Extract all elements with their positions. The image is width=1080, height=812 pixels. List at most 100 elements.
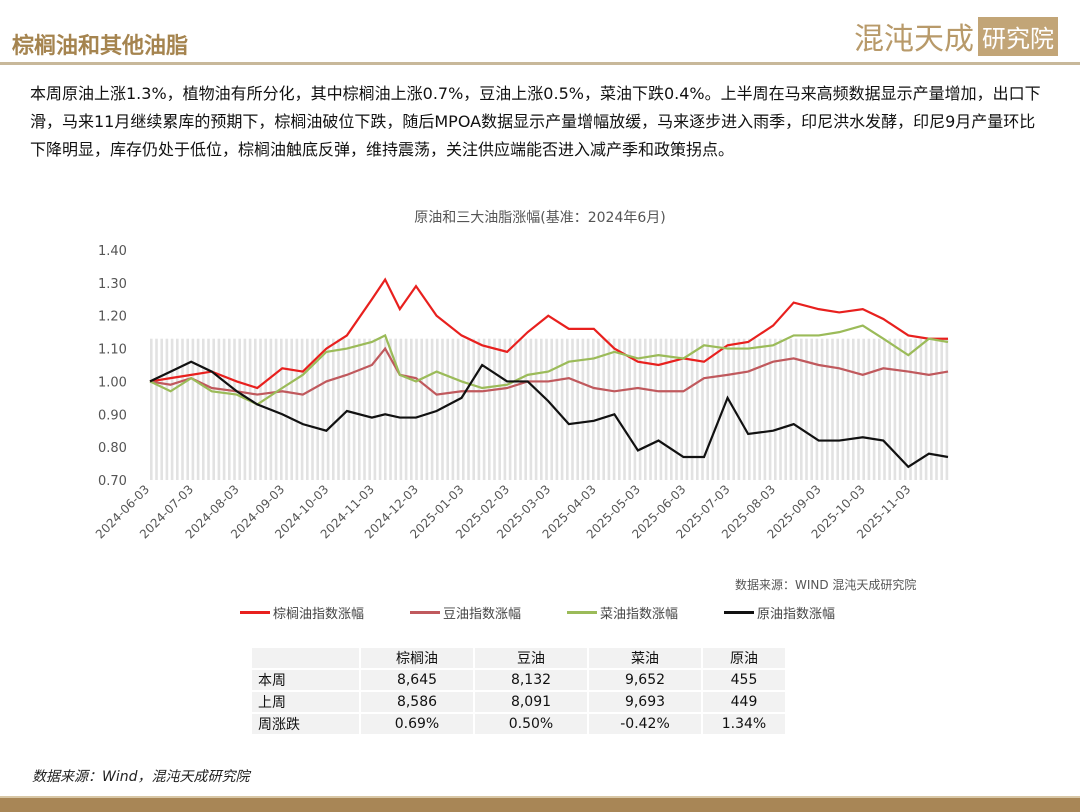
background-bar — [810, 338, 813, 480]
background-bar — [316, 338, 319, 480]
background-bar — [295, 338, 299, 480]
background-bar — [290, 338, 293, 480]
background-bar — [378, 338, 382, 480]
background-bar — [664, 338, 668, 480]
background-bar — [472, 338, 475, 480]
y-tick-label: 0.80 — [98, 441, 127, 456]
background-bar — [441, 338, 444, 480]
background-bar — [846, 338, 850, 480]
background-bar — [550, 338, 553, 480]
background-bar — [945, 338, 949, 480]
background-bar — [774, 338, 777, 480]
table-cell: 0.69% — [359, 712, 475, 736]
background-bar — [670, 338, 673, 480]
legend-label: 菜油指数涨幅 — [600, 607, 679, 622]
background-bar — [758, 338, 761, 480]
background-bar — [560, 338, 564, 480]
background-bar — [191, 338, 195, 480]
background-bar — [768, 338, 772, 480]
table-cell: -0.42% — [587, 712, 703, 736]
background-bar — [784, 338, 787, 480]
background-bar — [155, 338, 158, 480]
table-cell: 9,652 — [587, 668, 703, 692]
background-bar — [524, 338, 527, 480]
legend-swatch — [410, 611, 441, 614]
background-bar — [820, 338, 824, 480]
background-bar — [399, 338, 403, 480]
background-bar — [742, 338, 746, 480]
background-bar — [883, 338, 886, 480]
background-bar — [425, 338, 429, 480]
background-bar — [342, 338, 345, 480]
background-bar — [716, 338, 720, 480]
background-bar — [228, 338, 231, 480]
background-bar — [170, 338, 174, 480]
background-bar — [503, 338, 507, 480]
background-bar — [186, 338, 189, 480]
background-bar — [763, 338, 767, 480]
header-divider — [0, 62, 1080, 65]
background-bar — [690, 338, 694, 480]
background-bar — [451, 338, 455, 480]
background-bar — [748, 338, 751, 480]
y-tick-label: 0.70 — [98, 474, 127, 489]
background-bar — [898, 338, 902, 480]
background-bar — [794, 338, 798, 480]
table-cell: 周涨跌 — [250, 712, 361, 736]
background-bar — [222, 338, 226, 480]
background-bar — [644, 338, 647, 480]
background-bar — [285, 338, 288, 480]
table-cell: 上周 — [250, 690, 361, 714]
background-bar — [280, 338, 283, 480]
background-bar — [831, 338, 834, 480]
table-row: 上周 8,586 8,091 9,693 449 — [250, 690, 787, 714]
background-bar — [508, 338, 512, 480]
background-bar — [243, 338, 247, 480]
background-bar — [368, 338, 371, 480]
background-bar — [623, 338, 626, 480]
legend-label: 豆油指数涨幅 — [443, 607, 522, 622]
background-bar — [919, 338, 923, 480]
background-bar — [363, 338, 366, 480]
y-tick-label: 1.40 — [98, 244, 127, 259]
background-bar — [909, 338, 912, 480]
background-bar — [872, 338, 876, 480]
table-row: 周涨跌 0.69% 0.50% -0.42% 1.34% — [250, 712, 787, 736]
background-bar — [347, 338, 351, 480]
legend-item: 豆油指数涨幅 — [410, 603, 521, 622]
background-bar — [519, 338, 522, 480]
series-line-1 — [149, 346, 949, 396]
table-cell — [250, 646, 361, 670]
background-bar — [410, 338, 413, 480]
background-bar — [924, 338, 928, 480]
logo-text: 混沌天成 — [854, 22, 974, 57]
background-bar — [753, 338, 756, 480]
footer-source: 数据来源：Wind，混沌天成研究院 — [32, 769, 250, 785]
background-bar — [597, 338, 600, 480]
background-bar — [581, 338, 585, 480]
background-bar — [482, 338, 486, 480]
background-bar — [176, 338, 179, 480]
background-bar — [150, 338, 153, 480]
background-bar — [498, 338, 501, 480]
page-title: 棕榈油和其他油脂 — [12, 33, 189, 59]
chart-source: 数据来源：WIND 混沌天成研究院 — [735, 578, 917, 592]
table-cell: 8,132 — [473, 668, 589, 692]
series-line-2 — [149, 324, 949, 406]
background-bar — [436, 338, 439, 480]
table-cell: 棕榈油 — [359, 646, 475, 670]
legend-item: 棕榈油指数涨幅 — [240, 603, 364, 622]
background-bar — [592, 338, 595, 480]
table-cell: 8,091 — [473, 690, 589, 714]
background-bar — [233, 338, 236, 480]
background-bar — [841, 338, 845, 480]
background-bar — [852, 338, 855, 480]
logo: 混沌天成 研究院 — [854, 14, 1058, 58]
background-bar — [779, 338, 782, 480]
legend-label: 棕榈油指数涨幅 — [273, 607, 365, 622]
background-bar — [571, 338, 574, 480]
background-bar — [415, 338, 418, 480]
y-tick-label: 1.20 — [98, 310, 127, 325]
table-cell: 1.34% — [701, 712, 787, 736]
background-bar — [248, 338, 252, 480]
